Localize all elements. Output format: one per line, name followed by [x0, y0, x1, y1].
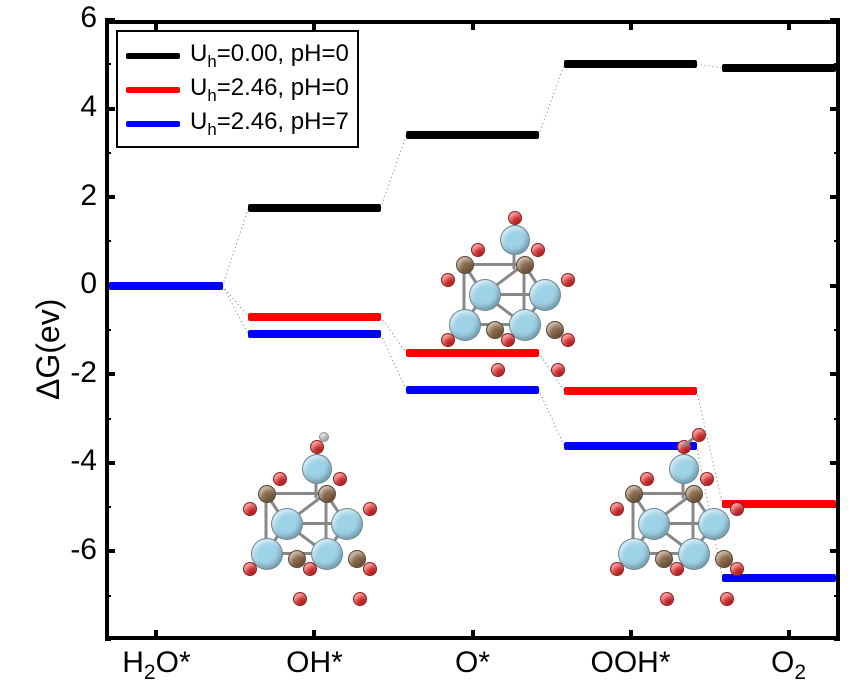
atom-icon [561, 273, 575, 287]
legend-swatch [126, 121, 180, 127]
legend-swatch [126, 53, 180, 59]
molecule-cluster [429, 219, 589, 379]
atom-icon [243, 562, 257, 576]
figure: ΔG(ev) -6-4-20246H2O*OH*O*OOH*O2Uh=0.00,… [0, 0, 858, 699]
atom-icon [310, 440, 324, 454]
atom-icon [730, 562, 744, 576]
atom-icon [625, 485, 643, 503]
step-segment [406, 386, 538, 394]
step-segment [248, 204, 380, 212]
atom-icon [610, 502, 624, 516]
legend-label: Uh=0.00, pH=0 [190, 40, 349, 72]
atom-icon [640, 472, 654, 486]
step-segment [406, 131, 538, 139]
atom-icon [302, 454, 332, 484]
atom-icon [660, 592, 674, 606]
atom-icon [353, 592, 367, 606]
step-segment [109, 282, 223, 290]
atom-icon [720, 592, 734, 606]
atom-icon [610, 562, 624, 576]
step-segment [564, 60, 696, 68]
atom-icon [441, 273, 455, 287]
step-segment [564, 387, 696, 395]
atom-icon [331, 508, 363, 540]
atom-icon [685, 485, 703, 503]
legend-row: Uh=2.46, pH=7 [126, 108, 349, 140]
molecule-cluster [231, 448, 391, 608]
atom-icon [456, 256, 474, 274]
atom-icon [508, 211, 522, 225]
legend-row: Uh=2.46, pH=0 [126, 74, 349, 106]
atom-icon [271, 508, 303, 540]
atom-icon [293, 592, 307, 606]
atom-icon [333, 472, 347, 486]
atom-icon [669, 454, 699, 484]
atom-icon [551, 363, 565, 377]
atom-icon [363, 502, 377, 516]
atom-icon [638, 508, 670, 540]
atom-icon [531, 243, 545, 257]
atom-icon [561, 333, 575, 347]
atom-icon [500, 225, 530, 255]
legend-swatch [126, 87, 180, 93]
atom-icon [730, 502, 744, 516]
atom-icon [501, 333, 515, 347]
atom-icon [529, 279, 561, 311]
legend-label: Uh=2.46, pH=7 [190, 108, 349, 140]
atom-icon [273, 472, 287, 486]
atom-icon [471, 243, 485, 257]
atom-icon [700, 472, 714, 486]
step-segment [248, 313, 380, 321]
atom-icon [516, 256, 534, 274]
legend-row: Uh=0.00, pH=0 [126, 40, 349, 72]
step-segment [248, 330, 380, 338]
atom-icon [303, 562, 317, 576]
atom-icon [363, 562, 377, 576]
legend-label: Uh=2.46, pH=0 [190, 74, 349, 106]
legend: Uh=0.00, pH=0Uh=2.46, pH=0Uh=2.46, pH=7 [116, 30, 359, 147]
molecule-cluster [598, 448, 758, 608]
atom-icon [469, 279, 501, 311]
atom-icon [670, 562, 684, 576]
atom-icon [698, 508, 730, 540]
step-segment [722, 64, 836, 72]
atom-icon [441, 333, 455, 347]
atom-icon [243, 502, 257, 516]
atom-icon [491, 363, 505, 377]
